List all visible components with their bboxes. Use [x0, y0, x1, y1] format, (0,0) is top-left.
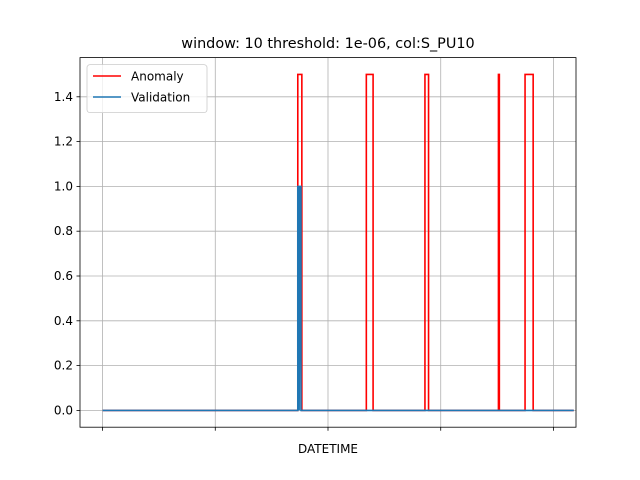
y-tick-label: 0.0: [54, 403, 73, 417]
y-tick-label: 1.4: [54, 90, 73, 104]
y-tick-label: 0.2: [54, 359, 73, 373]
x-axis-label: DATETIME: [298, 442, 358, 456]
y-tick-label: 0.6: [54, 269, 73, 283]
legend-label: Validation: [131, 91, 190, 105]
legend: Anomaly Validation: [86, 64, 208, 113]
series-line-anomaly: [102, 73, 574, 412]
chart-title: window: 10 threshold: 1e-06, col:S_PU10: [181, 36, 474, 52]
series-line-validation: [102, 185, 574, 412]
grid: [80, 57, 576, 428]
y-tick-label: 0.8: [54, 224, 73, 238]
axes-ticks: 0.0 0.2 0.4 0.6 0.8 1.0 1.2 1.4: [54, 90, 554, 431]
legend-label: Anomaly: [131, 70, 184, 84]
y-tick-label: 1.2: [54, 135, 73, 149]
series-layer: [102, 73, 574, 412]
y-tick-label: 1.0: [54, 179, 73, 193]
y-tick-label: 0.4: [54, 314, 73, 328]
